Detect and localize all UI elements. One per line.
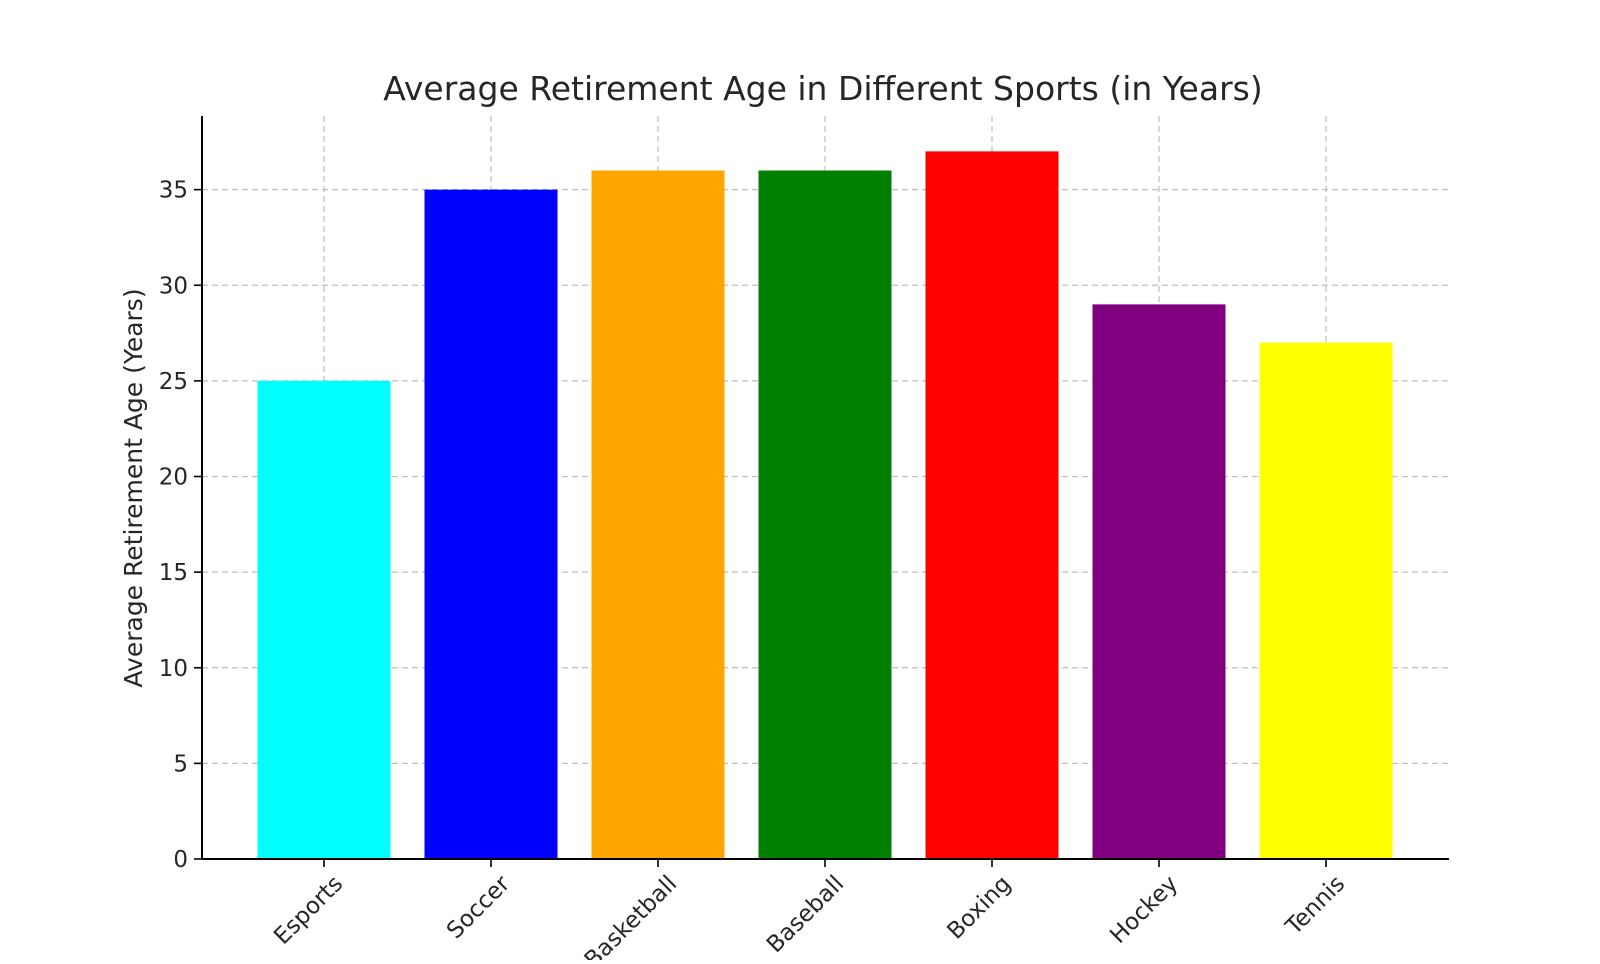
- bar-basketball: [591, 170, 725, 859]
- y-tick-label: 25: [159, 369, 188, 395]
- x-tick-label-soccer: Soccer: [442, 870, 516, 944]
- x-tick-label-boxing: Boxing: [942, 871, 1016, 945]
- bars-layer: [257, 151, 1393, 860]
- y-tick-label: 20: [159, 465, 188, 491]
- y-tick-label: 10: [159, 656, 188, 682]
- x-tick-label-baseball: Baseball: [762, 871, 849, 958]
- x-tick-label-esports: Esports: [269, 871, 348, 950]
- bar-hockey: [1092, 304, 1226, 860]
- y-tick-label: 0: [173, 847, 188, 873]
- bar-baseball: [758, 170, 892, 859]
- y-tick-label: 15: [159, 560, 188, 586]
- y-tick-label: 5: [173, 751, 188, 777]
- x-tick-label-hockey: Hockey: [1105, 871, 1183, 949]
- x-tick-label-basketball: Basketball: [580, 871, 683, 960]
- bar-esports: [257, 380, 391, 859]
- bar-tennis: [1259, 342, 1393, 859]
- bar-boxing: [925, 151, 1059, 859]
- x-tick-label-tennis: Tennis: [1280, 871, 1350, 941]
- chart-title: Average Retirement Age in Different Spor…: [383, 69, 1262, 108]
- y-tick-label: 35: [159, 178, 188, 204]
- y-tick-label: 30: [159, 273, 188, 299]
- y-axis-label: Average Retirement Age (Years): [119, 288, 148, 687]
- bar-soccer: [424, 189, 558, 860]
